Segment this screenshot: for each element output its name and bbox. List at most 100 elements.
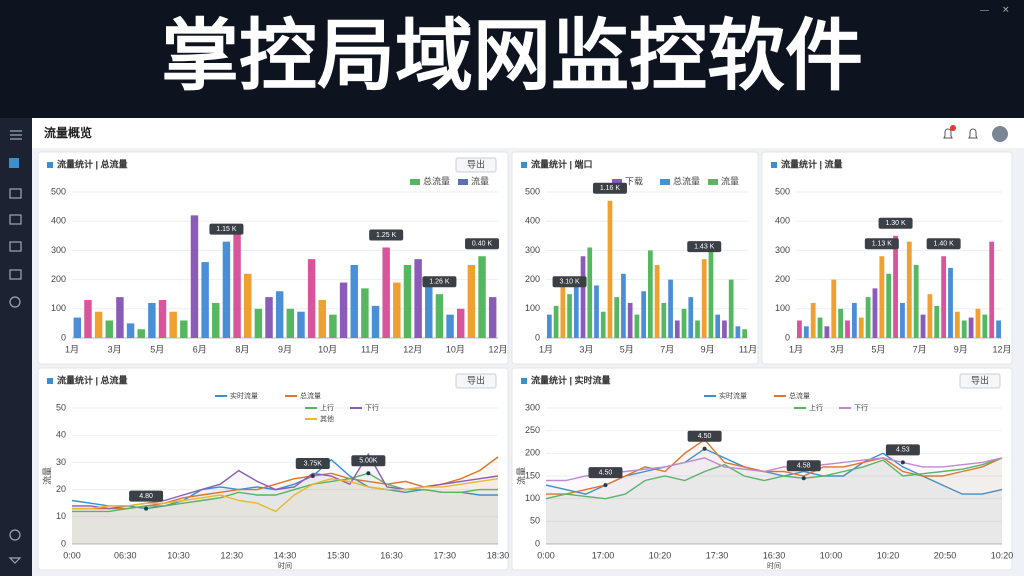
bar [735,326,741,338]
bar [478,256,486,338]
bar [467,265,476,338]
bar [201,262,209,338]
legend-swatch [410,179,420,185]
y-tick-label: 500 [525,186,540,196]
bar [600,311,606,338]
bar [906,241,912,338]
bar [222,241,231,338]
bar [845,320,850,338]
y-tick-label: 300 [525,245,540,255]
y-tick-label: 0 [61,332,66,342]
nav-icon[interactable] [9,269,22,280]
close[interactable]: ✕ [1002,4,1010,14]
export-button[interactable] [455,157,497,173]
nav-icon[interactable] [9,296,21,308]
settings-icon[interactable] [9,529,21,541]
bar [954,311,960,338]
callout-label: 4.53 [896,447,910,454]
bar [560,285,566,338]
x-tick-label: 10:00 [820,550,843,560]
panel-title: 流量统计 | 流量 [781,158,843,169]
callout [295,458,330,469]
avatar[interactable] [992,126,1008,142]
x-tick-label: 17:00 [592,550,615,560]
bar [350,265,358,338]
bar [137,329,145,338]
bar [94,311,103,338]
x-tick-label: 10:20 [877,550,900,560]
bar [393,282,401,338]
bar [701,259,707,338]
legend-label: 其他 [320,414,334,423]
bar [715,314,721,338]
export-button-label[interactable]: 导出 [971,374,989,385]
x-tick-label: 18:30 [487,550,510,560]
bell-icon[interactable] [943,128,953,139]
nav-icon[interactable] [9,214,22,225]
x-tick-label: 10月 [446,344,465,354]
x-tick-label: 11月 [361,344,379,354]
page-title: 流量概览 [44,125,92,140]
bar [742,329,747,338]
x-tick-label: 17:30 [433,550,456,560]
panel-icon [521,378,527,384]
callout [926,238,961,250]
legend-label: 总流量 [673,175,700,186]
x-tick-label: 16:30 [380,550,403,560]
panel-title: 流量统计 | 实时流量 [531,374,611,385]
bar [126,323,135,338]
export-button[interactable] [959,373,1001,389]
x-tick-label: 5月 [620,344,634,354]
x-tick-label: 12月 [992,344,1011,354]
callout-label: 5.00K [359,458,378,465]
bar [865,297,871,338]
bar [961,320,967,338]
bar [803,326,809,338]
callout-label: 1.43 K [694,244,715,251]
callout [687,430,722,442]
bar [927,294,933,338]
panel [37,367,509,571]
callout-label: 1.30 K [885,220,906,227]
area [72,457,498,544]
area [546,457,1002,544]
legend-label: 总流量 [423,175,450,186]
callout-dot [144,506,149,511]
y-tick-label: 0 [535,538,540,548]
x-axis-label: 时间 [278,561,292,570]
panel-icon [771,162,777,168]
nav-icon[interactable] [9,188,22,199]
callout-dot [366,471,371,476]
minimize[interactable]: — [980,4,989,14]
bar [722,320,727,338]
export-button[interactable] [455,373,497,389]
nav-icon[interactable] [9,241,22,252]
bar [275,291,284,338]
alert-icon[interactable] [968,128,978,139]
area [72,473,498,544]
bar [580,256,586,338]
x-tick-label: 12月 [488,344,507,354]
bar [654,265,660,338]
legend-label: 下行 [854,403,868,412]
callout [552,276,587,288]
bar [371,305,380,338]
nav-icon[interactable] [9,158,19,168]
callout [588,467,623,479]
area [72,459,498,544]
export-button-label[interactable]: 导出 [467,158,485,169]
bar [594,285,599,338]
menu-icon[interactable] [10,130,22,140]
callout [209,223,244,235]
bar [329,314,337,338]
bar [838,308,844,338]
callout-dot [702,446,707,451]
callout-label: 4.50 [698,433,712,440]
bar [587,247,593,338]
y-tick-label: 200 [775,274,790,284]
callout [465,238,500,250]
expand-icon[interactable] [8,557,22,564]
y-tick-label: 100 [775,303,790,313]
legend-label: 流量 [721,175,739,186]
export-button-label[interactable]: 导出 [467,374,485,385]
